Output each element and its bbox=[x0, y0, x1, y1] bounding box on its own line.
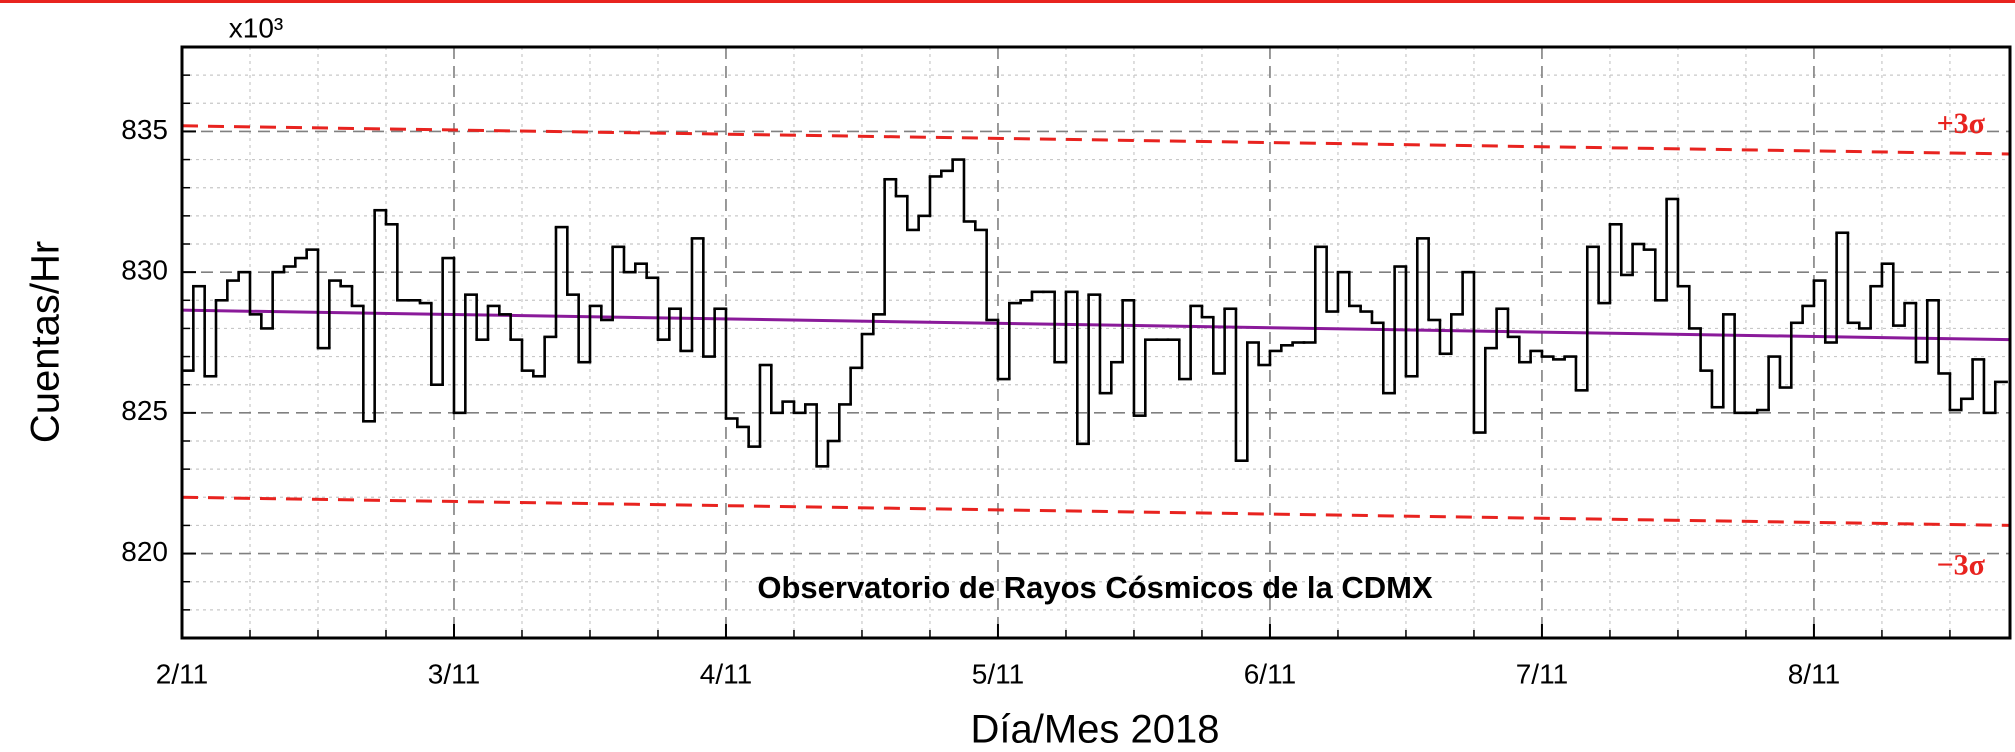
y-axis-label: Cuentas/Hr bbox=[24, 241, 68, 443]
annotation: Observatorio de Rayos Cósmicos de la CDM… bbox=[757, 570, 1433, 605]
top-border bbox=[0, 0, 2015, 3]
x-tick-label: 7/11 bbox=[1516, 658, 1568, 689]
y-multiplier: x10³ bbox=[229, 12, 283, 43]
x-axis-label: Día/Mes 2018 bbox=[970, 708, 1219, 752]
y-tick-label: 825 bbox=[121, 395, 168, 426]
x-tick-label: 4/11 bbox=[700, 658, 752, 689]
x-tick-label: 2/11 bbox=[156, 658, 208, 689]
x-tick-label: 6/11 bbox=[1244, 658, 1296, 689]
reference-line bbox=[182, 495, 2010, 527]
reference-line bbox=[182, 308, 2010, 342]
y-tick-label: 830 bbox=[121, 255, 168, 286]
reference-line bbox=[182, 124, 2010, 156]
reference-label: +3σ bbox=[1937, 107, 1986, 140]
x-tick-label: 8/11 bbox=[1788, 658, 1840, 689]
plot-frame bbox=[180, 45, 2012, 640]
y-tick-label: 835 bbox=[121, 114, 168, 145]
y-tick-label: 820 bbox=[121, 536, 168, 567]
reference-label: −3σ bbox=[1937, 548, 1986, 581]
plot-layer bbox=[182, 124, 2010, 527]
x-tick-label: 3/11 bbox=[428, 658, 480, 689]
x-tick-label: 5/11 bbox=[972, 658, 1024, 689]
